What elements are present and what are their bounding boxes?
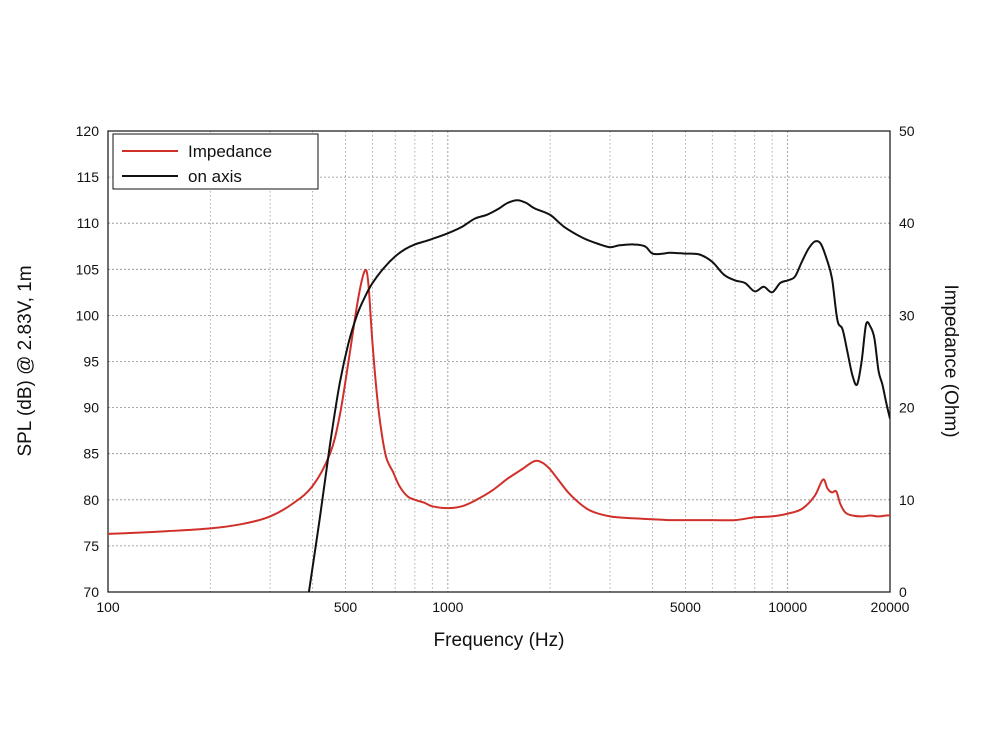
legend: Impedance on axis <box>112 133 319 190</box>
series-line-impedance <box>108 268 890 535</box>
y-left-tick-label: 105 <box>76 261 100 277</box>
x-tick-label: 5000 <box>670 599 701 615</box>
x-tick-label: 20000 <box>871 599 910 615</box>
legend-label-on-axis: on axis <box>188 167 242 186</box>
y-left-axis-title: SPL (dB) @ 2.83V, 1m <box>15 265 36 456</box>
tick-layer: 100 500 1000 5000 10000 200007075808590951001… <box>76 123 915 615</box>
x-tick-label: 10000 <box>768 599 807 615</box>
y-left-tick-label: 85 <box>83 446 99 462</box>
grid <box>108 131 890 592</box>
y-left-tick-label: 70 <box>83 584 99 600</box>
y-left-tick-label: 80 <box>83 492 99 508</box>
x-axis-title: Frequency (Hz) <box>434 630 565 651</box>
legend-label-impedance: Impedance <box>188 142 272 161</box>
x-tick-label: 1000 <box>432 599 463 615</box>
y-left-tick-label: 90 <box>83 400 99 416</box>
y-left-tick-label: 115 <box>77 169 100 185</box>
y-left-tick-label: 75 <box>83 538 99 554</box>
y-right-tick-label: 40 <box>899 215 915 231</box>
y-left-tick-label: 100 <box>76 307 100 323</box>
series-layer <box>108 199 890 592</box>
legend-box <box>112 133 319 190</box>
y-left-tick-label: 110 <box>77 215 100 231</box>
x-tick-label: 500 <box>334 599 358 615</box>
y-right-tick-label: 20 <box>899 400 915 416</box>
y-right-tick-label: 50 <box>899 123 915 139</box>
series-line-on-axis <box>307 199 890 592</box>
x-tick-label: 100 <box>96 599 120 615</box>
y-left-tick-label: 95 <box>83 354 99 370</box>
y-left-tick-label: 120 <box>76 123 100 139</box>
y-right-tick-label: 10 <box>899 492 915 508</box>
y-right-tick-label: 30 <box>899 307 915 323</box>
plot-frame <box>107 130 891 593</box>
y-right-axis-title: Impedance (Ohm) <box>940 284 961 437</box>
y-right-tick-label: 0 <box>899 584 907 600</box>
